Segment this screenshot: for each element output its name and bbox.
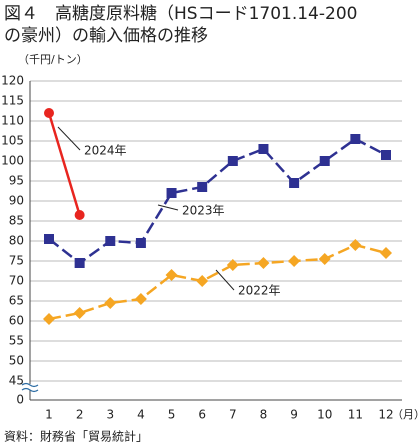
point [319,156,330,166]
y-tick-label: 100 [1,154,24,168]
x-axis-unit: （月） [392,408,420,421]
point [44,234,54,244]
label-bg [180,203,224,219]
point [196,275,209,287]
point [105,236,116,246]
point [350,134,361,144]
series-label: 2022年 [238,284,281,298]
label-bg [236,283,280,299]
x-tick-label: 12 [378,408,393,422]
series-line [48,243,387,321]
y-tick-label: 55 [9,334,24,348]
x-tick-label: 9 [290,408,298,422]
point [258,144,269,154]
point [44,108,54,118]
series-line [47,112,81,216]
point [257,257,270,269]
leader-line [57,126,81,151]
x-tick-label: 10 [317,408,332,422]
x-tick-label: 5 [168,408,176,422]
point [226,259,239,271]
series-label: 2024年 [84,144,127,158]
point [381,150,391,160]
x-tick-label: 2 [76,408,84,422]
leader-line [157,204,179,211]
x-tick-label: 7 [229,408,237,422]
point [380,247,392,259]
axis-break-gap [24,384,38,390]
point [74,210,85,220]
chart-title: 図４ 高糖度原料糖（HSコード1701.14-200 [4,4,357,24]
y-tick-label: 115 [1,94,24,108]
chart-title: の豪州）の輸入価格の推移 [4,25,208,46]
point [135,238,146,248]
y-tick-label: 45 [9,374,24,388]
point [165,269,178,281]
y-tick-label: 60 [9,314,24,328]
point [289,178,300,188]
axis-break [21,382,39,388]
series-label: 2023年 [182,204,225,218]
point [134,293,147,305]
y-tick-label: 65 [9,294,24,308]
x-tick-label: 1 [45,408,53,422]
point [73,307,86,319]
source: 資料：財務省「貿易統計」 [4,429,148,444]
x-tick-label: 6 [198,408,206,422]
y-tick-label: 70 [9,274,24,288]
label-bg [82,143,126,159]
y-tick-label: 120 [1,74,24,88]
point [43,313,55,325]
y-tick-label: 50 [9,354,24,368]
point [349,239,362,251]
x-tick-label: 4 [137,408,145,422]
y-tick-label: 110 [1,114,24,128]
point [166,188,177,198]
y-tick-label: 95 [9,174,24,188]
y-tick-label: 90 [9,194,24,208]
x-tick-label: 3 [106,408,114,422]
y-tick-label: 75 [9,254,24,268]
y-axis-unit: （千円/トン） [18,53,88,66]
y-tick-label: 105 [1,134,24,148]
y-tick-label: 80 [9,234,24,248]
point [197,182,208,192]
point [104,297,117,309]
y-tick-label: 0 [16,393,24,407]
y-tick-label: 85 [9,214,24,228]
x-tick-label: 11 [348,408,363,422]
point [318,253,331,265]
leader-line [215,269,235,291]
series-line [48,137,387,265]
point [288,255,301,267]
point [74,258,85,268]
point [227,156,238,166]
axis-break [21,387,39,393]
x-tick-label: 8 [260,408,268,422]
